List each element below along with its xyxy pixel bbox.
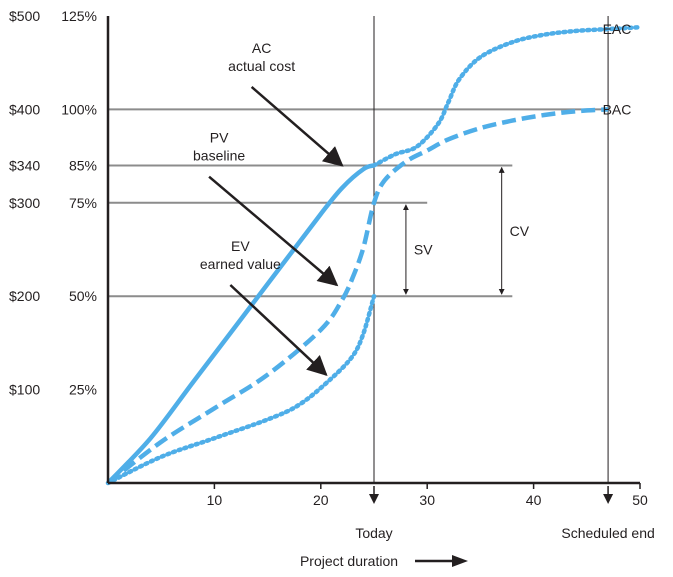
- y-tick-dollar-50: $200: [9, 288, 40, 304]
- y-tick-dollar-25: $100: [9, 382, 40, 398]
- y-tick-pct-25: 25%: [69, 382, 97, 398]
- y-tick-dollar-100: $400: [9, 101, 40, 117]
- x-tick-label-20: 20: [313, 492, 329, 508]
- y-tick-dollar-85: $340: [9, 157, 40, 173]
- marker-label-25: Today: [355, 525, 392, 541]
- end-label-eac: EAC: [603, 21, 632, 37]
- y-tick-dollar-75: $300: [9, 195, 40, 211]
- y-tick-pct-85: 85%: [69, 157, 97, 173]
- y-tick-pct-50: 50%: [69, 288, 97, 304]
- series-ev-line: [105, 293, 377, 486]
- y-tick-pct-75: 75%: [69, 195, 97, 211]
- annotation-arrow-ev: [229, 284, 328, 377]
- end-label-bac: BAC: [603, 101, 632, 117]
- curves-layer: [105, 24, 643, 486]
- series-pv-line: [106, 107, 609, 485]
- annotation-arrow-ac: [250, 86, 344, 167]
- marker-arrow-head-47: [603, 494, 614, 504]
- x-axis-title-arrow: [415, 555, 468, 567]
- annotation-ac-line-1: AC: [252, 40, 271, 56]
- annotation-ac-line-2: actual cost: [228, 58, 295, 74]
- marker-arrow-head-25: [369, 494, 379, 504]
- marker-label-47: Scheduled end: [561, 525, 654, 541]
- x-tick-label-10: 10: [207, 492, 223, 508]
- annotation-pv-line-2: baseline: [193, 148, 245, 164]
- variance-label-sv: SV: [414, 242, 433, 258]
- annotation-ev-line-2: earned value: [200, 256, 281, 272]
- y-tick-pct-100: 100%: [61, 101, 97, 117]
- variance-label-cv: CV: [510, 223, 530, 239]
- series-ac_projection-line: [371, 24, 643, 168]
- x-tick-label-30: 30: [419, 492, 435, 508]
- grid-layer: [108, 16, 609, 483]
- series-ac-line: [106, 163, 375, 485]
- annotation-ev-line-1: EV: [231, 238, 250, 254]
- annotation-arrow-pv: [208, 175, 339, 287]
- x-axis-title: Project duration: [300, 553, 398, 569]
- axes-layer: [106, 16, 641, 504]
- y-tick-dollar-125: $500: [9, 8, 40, 24]
- labels-layer: $500 125% $400 100% $340 85% $300 75% $200 50% $10…: [9, 8, 655, 541]
- y-tick-pct-125: 125%: [61, 8, 97, 24]
- annotation-pv-line-1: PV: [210, 130, 229, 146]
- x-tick-label-50: 50: [632, 492, 648, 508]
- x-tick-label-40: 40: [526, 492, 542, 508]
